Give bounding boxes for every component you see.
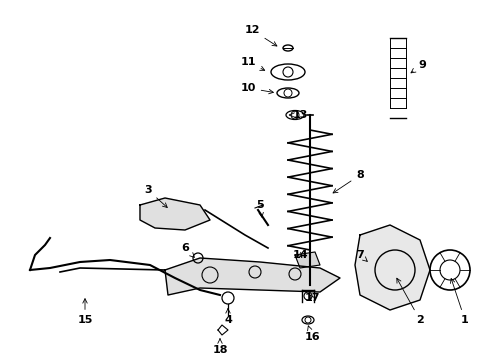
Text: 2: 2 xyxy=(397,278,424,325)
Text: 13: 13 xyxy=(290,110,308,120)
Text: 5: 5 xyxy=(256,200,264,217)
Text: 3: 3 xyxy=(144,185,167,207)
Polygon shape xyxy=(355,225,430,310)
Polygon shape xyxy=(140,198,210,230)
Text: 1: 1 xyxy=(450,279,469,325)
Text: 7: 7 xyxy=(356,250,368,261)
Text: 16: 16 xyxy=(304,326,320,342)
Text: 9: 9 xyxy=(411,60,426,73)
Polygon shape xyxy=(165,258,340,295)
Text: 10: 10 xyxy=(240,83,273,94)
Text: 6: 6 xyxy=(181,243,195,257)
Text: 17: 17 xyxy=(304,293,320,303)
Text: 15: 15 xyxy=(77,299,93,325)
Text: 4: 4 xyxy=(224,309,232,325)
Text: 8: 8 xyxy=(333,170,364,193)
Polygon shape xyxy=(295,252,320,268)
Text: 11: 11 xyxy=(240,57,265,70)
Text: 14: 14 xyxy=(292,250,308,260)
Text: 12: 12 xyxy=(244,25,277,46)
Text: 18: 18 xyxy=(212,339,228,355)
